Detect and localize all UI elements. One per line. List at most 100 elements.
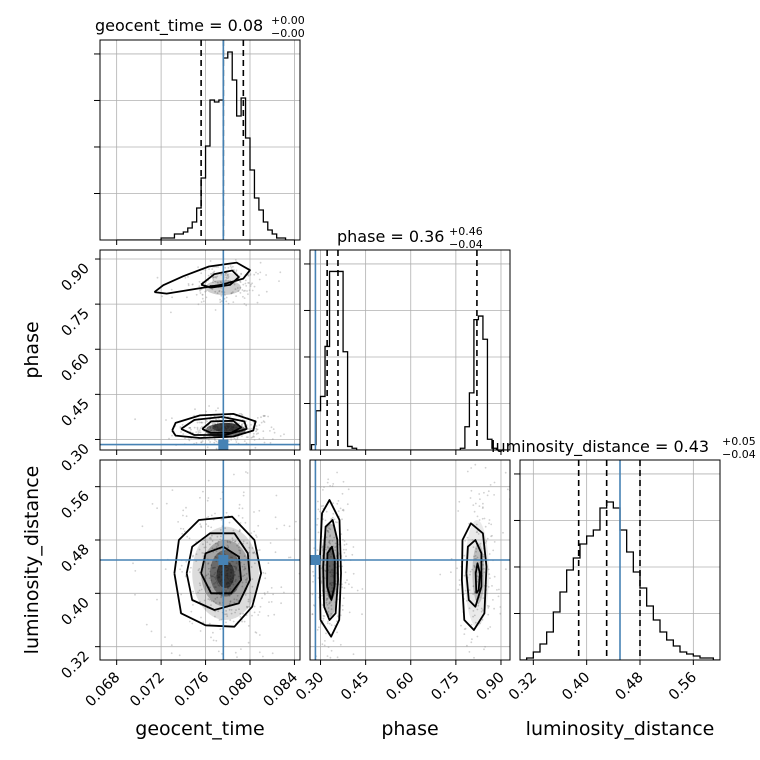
sample-point [238,549,241,552]
sample-point [219,497,222,500]
y-tick-label-luminosity-distance: 0.40 [59,595,93,629]
sample-point [336,631,338,634]
sample-point [218,573,221,576]
sample-point [210,579,213,582]
sample-point [243,563,246,566]
sample-point [329,582,332,585]
sample-point [134,418,137,421]
sample-point [211,547,214,550]
x-tick-label-luminosity-distance: 0.48 [613,670,647,704]
sample-point [262,415,265,417]
sample-point [201,297,204,300]
sample-point [244,579,247,581]
sample-point [260,416,262,419]
y-tick-label-luminosity-distance: 0.56 [59,488,93,522]
sample-point [227,587,229,590]
sample-point [235,598,238,601]
sample-point [258,611,261,613]
sample-point [493,541,496,543]
sample-point [242,491,245,494]
sample-point [215,602,217,604]
sample-point [280,586,283,589]
sample-point [340,669,342,671]
sample-point [336,620,338,623]
sample-point [502,531,504,534]
sample-point [346,529,349,531]
sample-point [258,278,261,281]
sample-point [214,290,217,293]
sample-point [199,630,202,632]
sample-point [331,586,334,589]
sample-point [215,580,218,583]
sample-point [178,654,181,657]
sample-point [242,283,245,286]
contour-line [200,269,240,289]
sample-point [237,290,240,292]
sample-point [198,452,200,454]
sample-point [216,582,219,585]
sample-point [203,546,206,549]
sample-point [331,516,334,519]
sample-point [255,429,258,431]
sample-point [227,586,230,589]
sample-point [218,619,221,621]
sample-point [329,583,331,585]
sample-point [230,292,233,295]
sample-point [235,562,238,565]
sample-point [217,407,219,410]
sample-point [235,568,238,571]
sample-point [213,566,216,569]
sample-point [229,578,232,580]
sample-point [194,408,196,411]
sample-point [324,640,326,642]
sample-point [240,273,243,276]
sample-point [329,542,332,545]
sample-point [216,275,219,278]
sample-point [262,437,265,439]
sample-point [264,572,267,575]
sample-point [200,526,203,529]
sample-point [484,525,487,528]
sample-point [232,529,235,532]
sample-point [201,440,204,442]
sample-point [207,274,210,277]
sample-point [219,628,222,630]
sample-point [210,514,213,517]
sample-point [220,300,223,302]
sample-point [321,643,324,646]
sample-point [262,571,265,574]
sample-point [326,481,329,484]
sample-point [255,632,258,634]
sample-point [258,549,261,551]
sample-point [217,540,220,543]
sample-point [220,579,223,581]
sample-point [217,544,220,546]
sample-point [342,538,344,541]
sample-point [330,553,333,555]
sample-point [229,600,232,603]
sample-point [241,289,244,291]
y-tick-label-phase: 0.30 [59,441,93,475]
sample-point [219,580,222,583]
sample-point [239,292,242,294]
sample-point [232,620,235,623]
sample-point [330,612,333,615]
sample-point [207,563,210,565]
sample-point [217,552,220,555]
sample-point [231,581,233,584]
sample-point [468,607,471,610]
sample-point [280,602,282,605]
sample-point [205,574,208,577]
sample-point [477,602,480,605]
scatter-panel-phase-vs-luminosity-distance [309,459,511,671]
sample-point [229,568,232,571]
sample-point [225,511,228,514]
sample-point [216,535,219,538]
sample-point [328,602,330,605]
y-tick-label-luminosity-distance: 0.48 [59,542,93,576]
sample-point [336,521,338,524]
sample-point [246,542,249,545]
sample-point [332,502,334,504]
sample-point [342,548,345,551]
y-tick-label-luminosity-distance: 0.32 [59,648,93,682]
